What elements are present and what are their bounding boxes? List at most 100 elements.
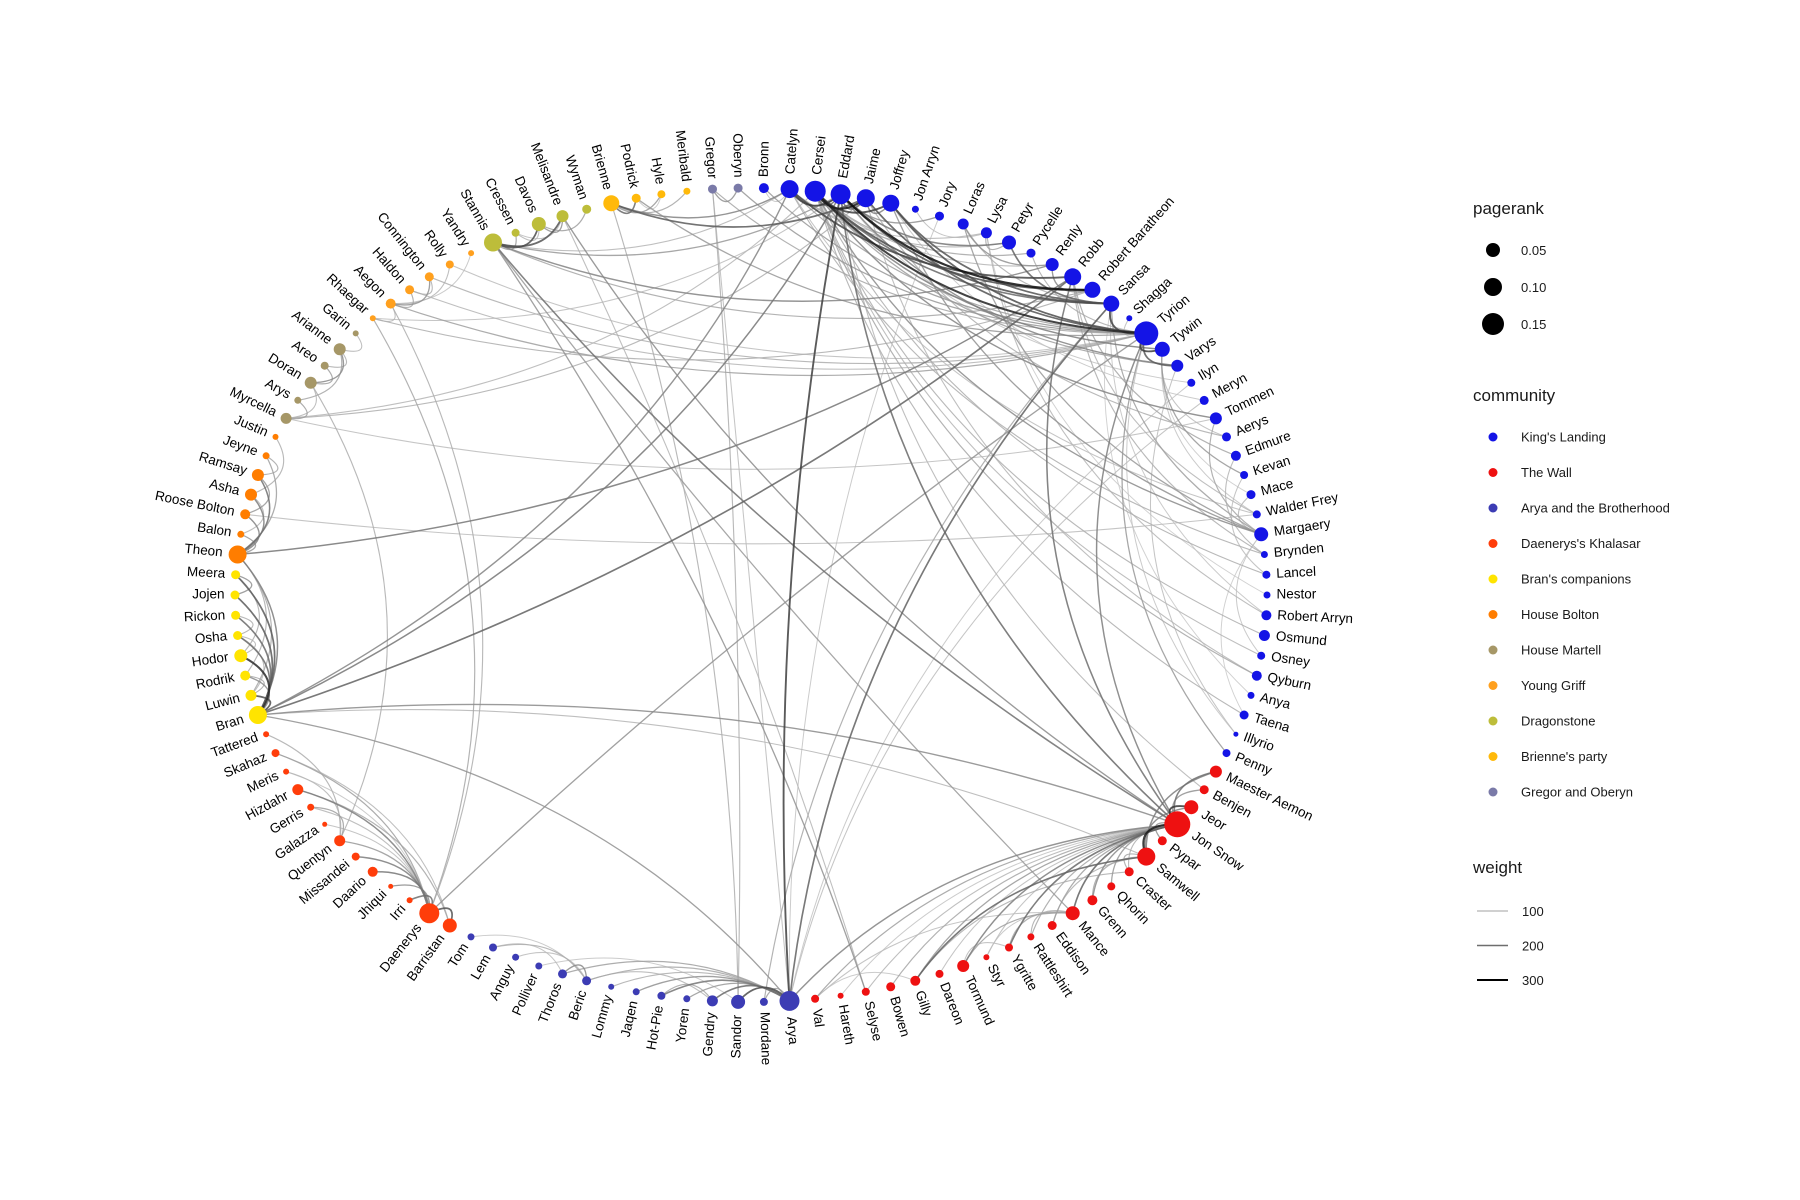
node-robb [1064, 268, 1082, 286]
node-qyburn [1251, 670, 1262, 681]
node-sandor [731, 994, 746, 1009]
node-label-beric: Beric [566, 988, 590, 1022]
node-bran [248, 706, 267, 724]
node-label-lommy: Lommy [589, 993, 615, 1040]
node-label-hot-pie: Hot-Pie [643, 1004, 666, 1051]
node-label-anya: Anya [1259, 690, 1293, 712]
edge-selyse-melisandre [562, 215, 867, 992]
node-qhorin [1107, 882, 1116, 891]
node-asha [245, 488, 257, 501]
edge-tyrion-haldon [409, 289, 1147, 370]
edge-samwell-gilly [914, 855, 1147, 982]
node-label-hodor: Hodor [191, 649, 230, 669]
node-podrick [631, 193, 641, 203]
node-label-theon: Theon [184, 541, 224, 560]
node-mance [1065, 906, 1080, 921]
edge-roose-bolton-walder-frey [245, 513, 1257, 545]
node-label-davos: Davos [512, 174, 542, 215]
node-label-jaime: Jaime [861, 147, 884, 185]
edge-jon-snow-stannis [492, 242, 1178, 825]
node-walder-frey [1252, 510, 1261, 519]
edge-daenerys-aegon [390, 303, 484, 914]
edge-jon-snow-bran [257, 703, 1178, 825]
edge-jon-snow-val [814, 823, 1178, 1000]
edge-tyrion-illyrio [1126, 333, 1237, 735]
edge-rickon-osha [235, 614, 254, 637]
node-aerys [1222, 432, 1231, 442]
node-gilly [910, 975, 921, 986]
node-pypar [1157, 836, 1167, 846]
node-gendry [706, 995, 718, 1007]
edge-tyrion-aegon [390, 303, 1147, 377]
edge-eddard-bran [257, 193, 842, 716]
node-label-jeor: Jeor [1199, 807, 1230, 834]
node-osha [233, 631, 243, 640]
node-mace [1246, 490, 1256, 500]
edge-arya-hot-pie [661, 979, 790, 1002]
edge-jon-snow-bowen [890, 823, 1178, 988]
node-val [811, 994, 820, 1003]
legend-pagerank-dot-0.10 [1484, 278, 1502, 296]
legend-weight-label-200: 200 [1522, 939, 1544, 954]
node-label-brienne: Brienne [589, 143, 616, 192]
node-arya [779, 990, 800, 1011]
edge-cersei-lancel [814, 190, 1267, 576]
legend-weight-label-300: 300 [1522, 973, 1544, 988]
edge-cersei-varys [814, 190, 1178, 367]
edge-robb-jon-snow [1045, 276, 1178, 825]
node-label-arya: Arya [784, 1016, 801, 1045]
node-gerris [307, 803, 315, 811]
edge-tyrion-connington [429, 276, 1147, 365]
edge-eddard-varys [840, 193, 1178, 367]
edge-mance-val [814, 912, 1073, 1000]
node-label-thoros: Thoros [535, 980, 564, 1025]
node-jhiqui [388, 883, 394, 889]
edge-catelyn-stannis [492, 188, 790, 252]
node-eddard [830, 184, 851, 205]
node-rolly [445, 260, 454, 269]
node-joffrey [882, 194, 900, 212]
node-grenn [1087, 895, 1098, 906]
edge-joffrey-sansa [890, 202, 1112, 305]
node-label-bronn: Bronn [756, 141, 772, 177]
edge-eddard-benjen [840, 194, 1205, 791]
edge-arya-bran [257, 714, 791, 1002]
edge-aegon-rolly [390, 264, 451, 305]
edge-tyrion-gregor [712, 188, 1147, 335]
edge-tommen-myrcella [285, 417, 1217, 470]
node-label-tom: Tom [445, 940, 471, 970]
legend-community-label-brienne: Brienne's party [1521, 749, 1608, 764]
node-label-brynden: Brynden [1273, 540, 1325, 560]
edge-jon-snow-hareth [840, 823, 1178, 997]
node-label-hyle: Hyle [649, 156, 668, 185]
edge-cersei-tywin [814, 190, 1163, 351]
node-hodor [234, 649, 248, 663]
node-hareth [837, 992, 844, 999]
legend-pagerank-label-0.10: 0.10 [1521, 280, 1546, 295]
legend-weight-items: 100 200 300 [1477, 904, 1544, 988]
edge-margaery-osney [1235, 533, 1262, 657]
edge-quentyn-gerris [310, 806, 345, 841]
legend-community-dot-dragonstone [1488, 716, 1498, 726]
node-samwell [1137, 847, 1156, 866]
edge-arianne-arys [297, 349, 343, 401]
node-label-gilly: Gilly [913, 989, 936, 1019]
edge-sansa-robert-arryn [1110, 303, 1267, 616]
node-renly [1045, 258, 1059, 271]
edge-rhaegar-robert-baratheon [372, 289, 1093, 361]
node-label-yoren: Yoren [673, 1007, 692, 1043]
legend-community-dot-brienne [1488, 752, 1498, 761]
edge-mance-stannis [492, 242, 1074, 914]
node-label-justin: Justin [232, 412, 270, 440]
node-label-bran: Bran [214, 711, 246, 734]
edge-cersei-myrcella [286, 190, 816, 419]
legend-community-dot-wall [1488, 468, 1498, 477]
node-label-aerys: Aerys [1233, 412, 1271, 439]
node-hizdahr [292, 784, 304, 796]
legend-community-label-dragonstone: Dragonstone [1521, 714, 1595, 729]
node-label-gregor: Gregor [702, 136, 720, 180]
edge-eddard-stannis [492, 193, 841, 257]
node-label-areo: Areo [289, 337, 321, 365]
node-maester-aemon [1209, 765, 1222, 778]
